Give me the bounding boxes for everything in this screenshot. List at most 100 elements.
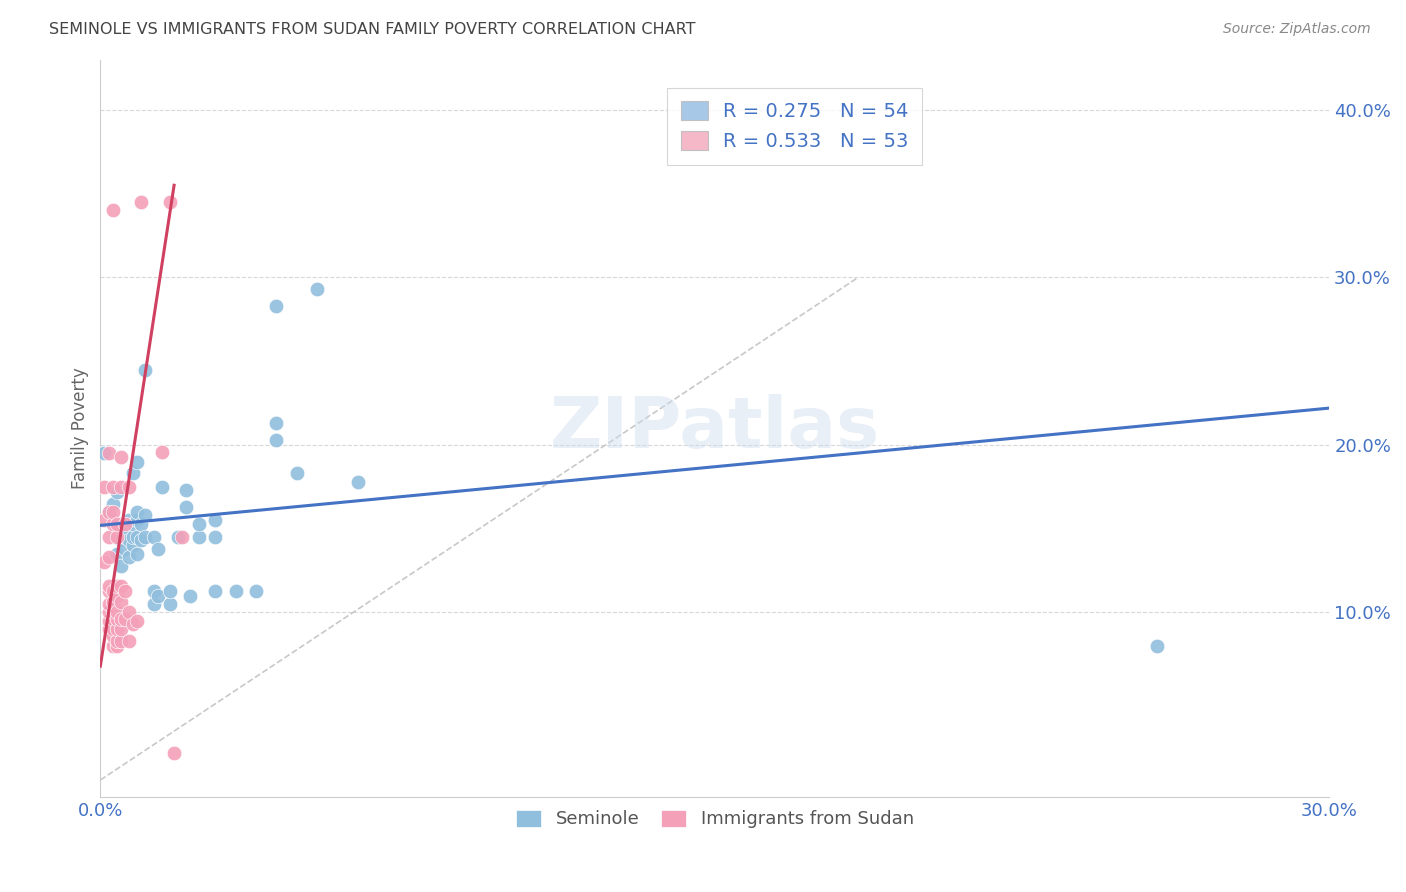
- Point: [105, 516, 128, 531]
- Point: [114, 583, 136, 598]
- Point: [97, 597, 120, 611]
- Point: [118, 634, 141, 648]
- Point: [225, 583, 247, 598]
- Point: [105, 547, 128, 561]
- Point: [93, 480, 115, 494]
- Point: [101, 203, 124, 218]
- Point: [101, 639, 124, 653]
- Point: [101, 595, 124, 609]
- Point: [97, 622, 120, 636]
- Text: ZIPatlas: ZIPatlas: [550, 393, 880, 463]
- Point: [105, 530, 128, 544]
- Point: [101, 516, 124, 531]
- Point: [93, 555, 115, 569]
- Point: [105, 579, 128, 593]
- Point: [285, 467, 308, 481]
- Point: [122, 467, 145, 481]
- Point: [105, 634, 128, 648]
- Point: [127, 614, 149, 628]
- Point: [105, 612, 128, 626]
- Point: [97, 579, 120, 593]
- Point: [266, 416, 288, 430]
- Point: [114, 516, 136, 531]
- Point: [142, 583, 165, 598]
- Point: [110, 622, 132, 636]
- Point: [101, 480, 124, 494]
- Point: [163, 746, 186, 760]
- Point: [110, 595, 132, 609]
- Point: [118, 533, 141, 548]
- Point: [97, 505, 120, 519]
- Point: [93, 446, 115, 460]
- Text: Source: ZipAtlas.com: Source: ZipAtlas.com: [1223, 22, 1371, 37]
- Point: [110, 612, 132, 626]
- Point: [101, 583, 124, 598]
- Point: [142, 597, 165, 611]
- Point: [93, 513, 115, 527]
- Point: [134, 508, 156, 523]
- Point: [131, 194, 153, 209]
- Point: [266, 433, 288, 447]
- Point: [127, 513, 149, 527]
- Point: [110, 450, 132, 464]
- Point: [127, 547, 149, 561]
- Point: [97, 505, 120, 519]
- Point: [114, 522, 136, 536]
- Point: [245, 583, 267, 598]
- Point: [105, 589, 128, 603]
- Point: [118, 550, 141, 565]
- Point: [150, 444, 173, 458]
- Point: [110, 579, 132, 593]
- Point: [105, 639, 128, 653]
- Point: [110, 533, 132, 548]
- Text: SEMINOLE VS IMMIGRANTS FROM SUDAN FAMILY POVERTY CORRELATION CHART: SEMINOLE VS IMMIGRANTS FROM SUDAN FAMILY…: [49, 22, 696, 37]
- Point: [146, 541, 169, 556]
- Point: [159, 583, 181, 598]
- Point: [114, 612, 136, 626]
- Point: [97, 550, 120, 565]
- Point: [134, 530, 156, 544]
- Point: [172, 530, 194, 544]
- Point: [159, 194, 181, 209]
- Point: [110, 634, 132, 648]
- Point: [101, 497, 124, 511]
- Point: [127, 530, 149, 544]
- Point: [101, 505, 124, 519]
- Point: [142, 530, 165, 544]
- Point: [179, 589, 201, 603]
- Point: [204, 513, 226, 527]
- Point: [347, 475, 370, 489]
- Point: [1146, 639, 1168, 653]
- Point: [150, 480, 173, 494]
- Legend: Seminole, Immigrants from Sudan: Seminole, Immigrants from Sudan: [509, 803, 921, 836]
- Point: [167, 530, 190, 544]
- Point: [118, 480, 141, 494]
- Point: [97, 606, 120, 620]
- Point: [110, 558, 132, 573]
- Point: [114, 541, 136, 556]
- Point: [187, 530, 209, 544]
- Point: [307, 282, 329, 296]
- Point: [105, 484, 128, 499]
- Point: [127, 455, 149, 469]
- Y-axis label: Family Poverty: Family Poverty: [72, 368, 89, 489]
- Point: [159, 597, 181, 611]
- Point: [110, 480, 132, 494]
- Point: [118, 513, 141, 527]
- Point: [122, 617, 145, 632]
- Point: [176, 500, 198, 514]
- Point: [122, 530, 145, 544]
- Point: [105, 606, 128, 620]
- Point: [127, 505, 149, 519]
- Point: [97, 530, 120, 544]
- Point: [131, 516, 153, 531]
- Point: [204, 530, 226, 544]
- Point: [101, 606, 124, 620]
- Point: [176, 483, 198, 498]
- Point: [101, 629, 124, 643]
- Point: [118, 606, 141, 620]
- Point: [110, 516, 132, 531]
- Point: [187, 516, 209, 531]
- Point: [114, 530, 136, 544]
- Point: [134, 362, 156, 376]
